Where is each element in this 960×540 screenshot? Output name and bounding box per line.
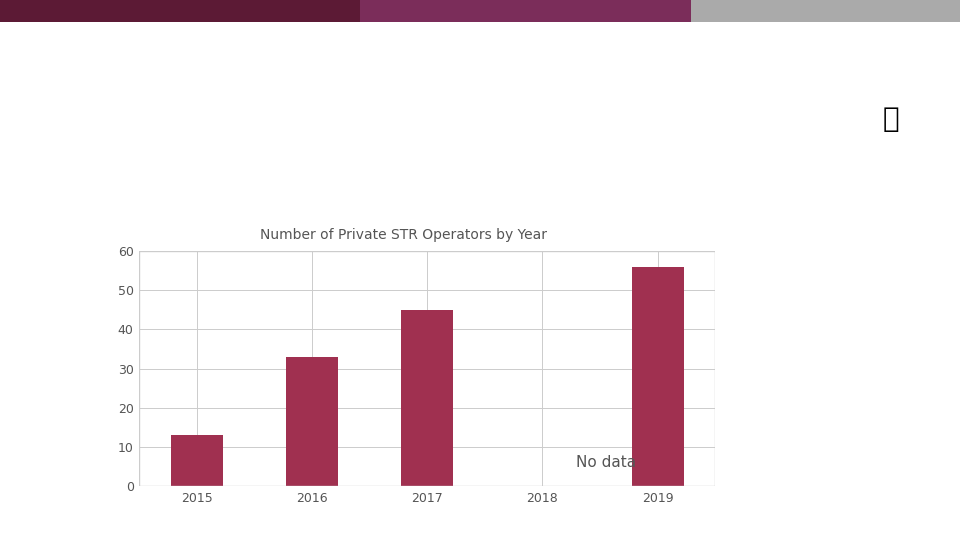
Text: 🦁: 🦁 (882, 105, 900, 133)
Bar (401, 310, 453, 486)
Text: GROWTH OF SHORT TERM RENTALS IN LANGLEY: GROWTH OF SHORT TERM RENTALS IN LANGLEY (29, 104, 850, 133)
FancyBboxPatch shape (840, 31, 936, 206)
Text: Number of Private STR Operators by Year: Number of Private STR Operators by Year (260, 228, 546, 242)
Text: No data: No data (576, 455, 636, 470)
Bar (632, 267, 684, 486)
Bar (171, 435, 223, 486)
Bar (139, 251, 715, 486)
Bar (286, 357, 338, 486)
